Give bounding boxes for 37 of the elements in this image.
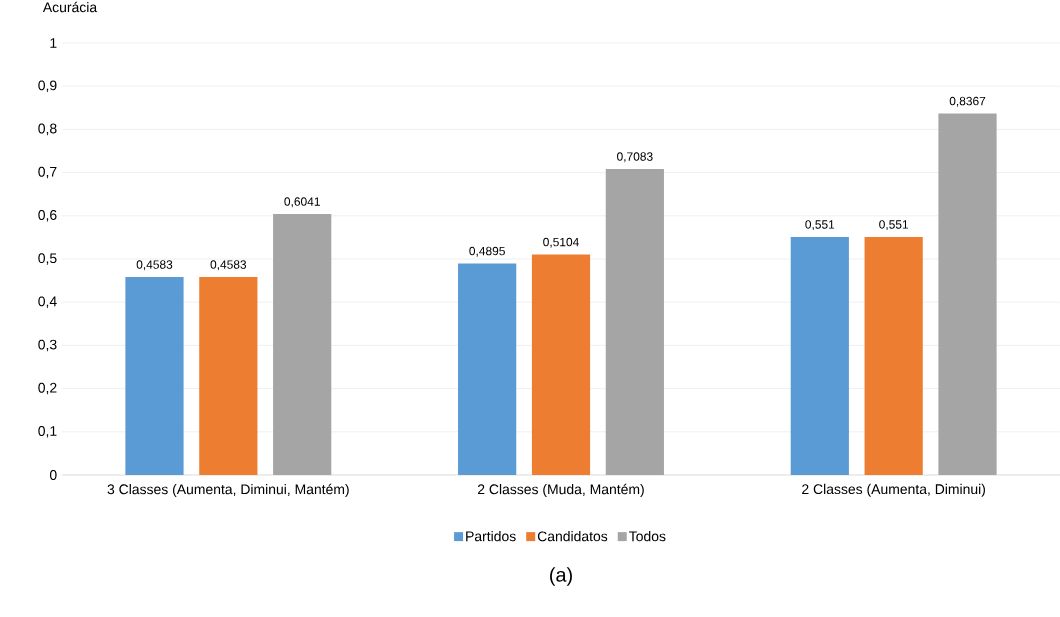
y-tick-label: 0,6 (38, 210, 57, 222)
data-label: 0,4895 (469, 246, 505, 257)
y-tick-label: 0,2 (38, 382, 57, 395)
y-tick-label: 0,4 (38, 296, 57, 308)
x-tick-label: 2 Classes (Muda, Mantém) (477, 483, 644, 498)
bar (864, 236, 923, 475)
bar (605, 169, 664, 475)
bar (199, 277, 258, 475)
legend-label: Candidatos (537, 531, 608, 542)
text: (a) (550, 567, 572, 586)
data-label: 0,8367 (949, 96, 986, 107)
data-label: 0,7083 (617, 152, 653, 163)
data-label: 0,5104 (543, 237, 579, 248)
x-tick-label: 2 Classes (Aumenta, Diminui) (802, 483, 985, 497)
data-label: 0,4583 (136, 260, 173, 271)
y-tick-label: 0,8 (38, 123, 57, 136)
bar (531, 254, 591, 475)
data-label: 0,551 (805, 220, 835, 231)
legend-label: Partidos (466, 531, 516, 542)
y-tick-label: 0,3 (38, 339, 57, 352)
y-tick-label: 0,1 (38, 426, 57, 438)
bar (458, 263, 517, 475)
bar (938, 113, 997, 475)
data-label: 0,6041 (284, 197, 320, 208)
y-tick-label: 1 (50, 38, 57, 48)
legend-label: Todos (629, 531, 666, 542)
y-tick-label: 0,9 (38, 80, 57, 92)
bar (125, 277, 184, 475)
y-tick-label: 0,7 (38, 166, 57, 179)
bar (273, 214, 332, 475)
data-label: 0,4583 (210, 260, 247, 271)
bar (790, 236, 849, 475)
y-tick-label: 0,5 (38, 253, 57, 265)
y-tick-label: 0 (49, 470, 57, 480)
data-label: 0,551 (879, 220, 909, 231)
x-tick-label: 3 Classes (Aumenta, Diminui, Mantém) (107, 483, 349, 498)
y-axis-title: Acurácia (42, 1, 98, 13)
